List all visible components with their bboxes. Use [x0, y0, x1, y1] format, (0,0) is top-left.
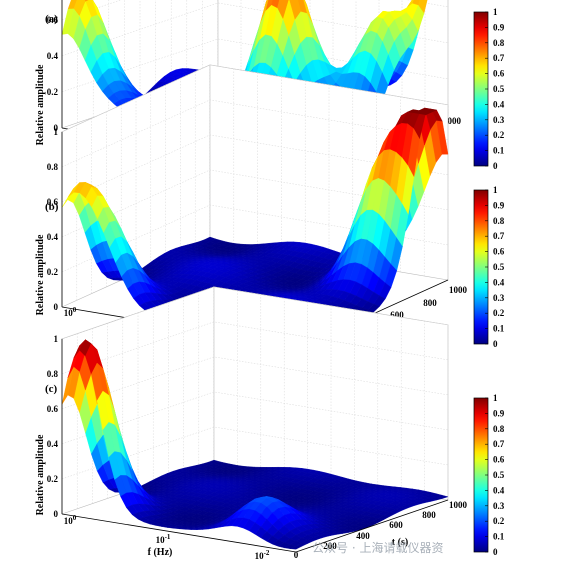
colorbar-tick-label: 0.8 — [493, 216, 505, 226]
t-tick-label: 800 — [422, 510, 436, 520]
z-axis-label: Relative amplitude — [35, 234, 46, 315]
f-tick-exponent: 0 — [73, 306, 77, 314]
colorbar-tick-label: 0.1 — [493, 324, 505, 334]
colorbar-tick-label: 0.2 — [493, 516, 505, 526]
colorbar-tick-label: 0.5 — [493, 470, 505, 480]
z-tick-label: 0.4 — [47, 232, 59, 242]
colorbar-tick-label: 0.8 — [493, 424, 505, 434]
panel-label: (b) — [45, 201, 59, 213]
colorbar-tick-label: 0.7 — [493, 231, 505, 241]
colorbar-tick-label: 0.2 — [493, 130, 505, 140]
colorbar-tick-label: 0.5 — [493, 84, 505, 94]
f-tick-exponent: 0 — [73, 514, 77, 522]
colorbar-tick-label: 0.4 — [493, 277, 505, 287]
z-tick-label: 1 — [54, 127, 59, 137]
t-tick-label: 0 — [294, 550, 299, 560]
colorbar-tick-label: 1 — [493, 185, 498, 195]
colorbar-tick-label: 0.5 — [493, 262, 505, 272]
z-tick-label: 0.8 — [47, 369, 59, 379]
colorbar-tick-label: 0.1 — [493, 532, 505, 542]
colorbar-tick-label: 0 — [493, 161, 498, 171]
z-tick-label: 1 — [54, 334, 59, 344]
colorbar-tick-label: 0.1 — [493, 146, 505, 156]
t-tick-label: 600 — [389, 520, 403, 530]
panel-label: (c) — [45, 383, 58, 395]
colorbar-tick-label: 0.4 — [493, 485, 505, 495]
f-tick-label: 100 — [64, 514, 77, 526]
f-axis-label: f (Hz) — [148, 547, 173, 558]
colorbar-tick-label: 0.4 — [493, 99, 505, 109]
panel-label: (a) — [45, 13, 58, 25]
colorbar-tick-label: 0.3 — [493, 293, 505, 303]
z-axis-label: Relative amplitude — [35, 64, 46, 145]
t-tick-label: 800 — [423, 298, 437, 308]
colorbar-tick-label: 0.3 — [493, 501, 505, 511]
watermark-text: 公众号 · 上海请载仪器资 — [312, 539, 443, 556]
colorbar-tick-label: 0.9 — [493, 408, 505, 418]
colorbar-tick-label: 0.7 — [493, 53, 505, 63]
f-tick-label: 10-1 — [156, 533, 171, 545]
z-tick-label: 0.2 — [47, 87, 59, 97]
colorbar-tick-label: 0.8 — [493, 38, 505, 48]
z-tick-label: 0.2 — [47, 267, 59, 277]
colorbar-tick-label: 0.9 — [493, 200, 505, 210]
colorbar-tick-label: 0 — [493, 547, 498, 557]
z-tick-label: 0 — [54, 302, 59, 312]
colorbar-tick-label: 0.6 — [493, 455, 505, 465]
z-tick-label: 0.2 — [47, 474, 59, 484]
f-tick-label: 10-2 — [255, 549, 270, 561]
f-tick-exponent: -1 — [165, 533, 171, 541]
t-tick-label: 1000 — [449, 285, 468, 295]
colorbar-tick-label: 0.3 — [493, 115, 505, 125]
z-tick-label: 0.8 — [47, 162, 59, 172]
z-tick-label: 0.4 — [47, 439, 59, 449]
colorbar-tick-label: 0.7 — [493, 439, 505, 449]
colorbar-tick-label: 0.2 — [493, 308, 505, 318]
z-tick-label: 0.6 — [47, 404, 59, 414]
colorbar-tick-label: 0.6 — [493, 69, 505, 79]
t-tick-label: 1000 — [449, 500, 468, 510]
colorbar-tick-label: 0.6 — [493, 247, 505, 257]
z-tick-label: 0 — [54, 509, 59, 519]
z-axis-label: Relative amplitude — [35, 434, 46, 515]
f-tick-label: 100 — [64, 306, 77, 318]
colorbar-tick-label: 0.9 — [493, 22, 505, 32]
colorbar-tick-label: 1 — [493, 7, 498, 17]
colorbar-tick-label: 0 — [493, 339, 498, 349]
colorbar-tick-label: 1 — [493, 393, 498, 403]
f-tick-exponent: -2 — [264, 549, 270, 557]
z-tick-label: 0.4 — [47, 51, 59, 61]
